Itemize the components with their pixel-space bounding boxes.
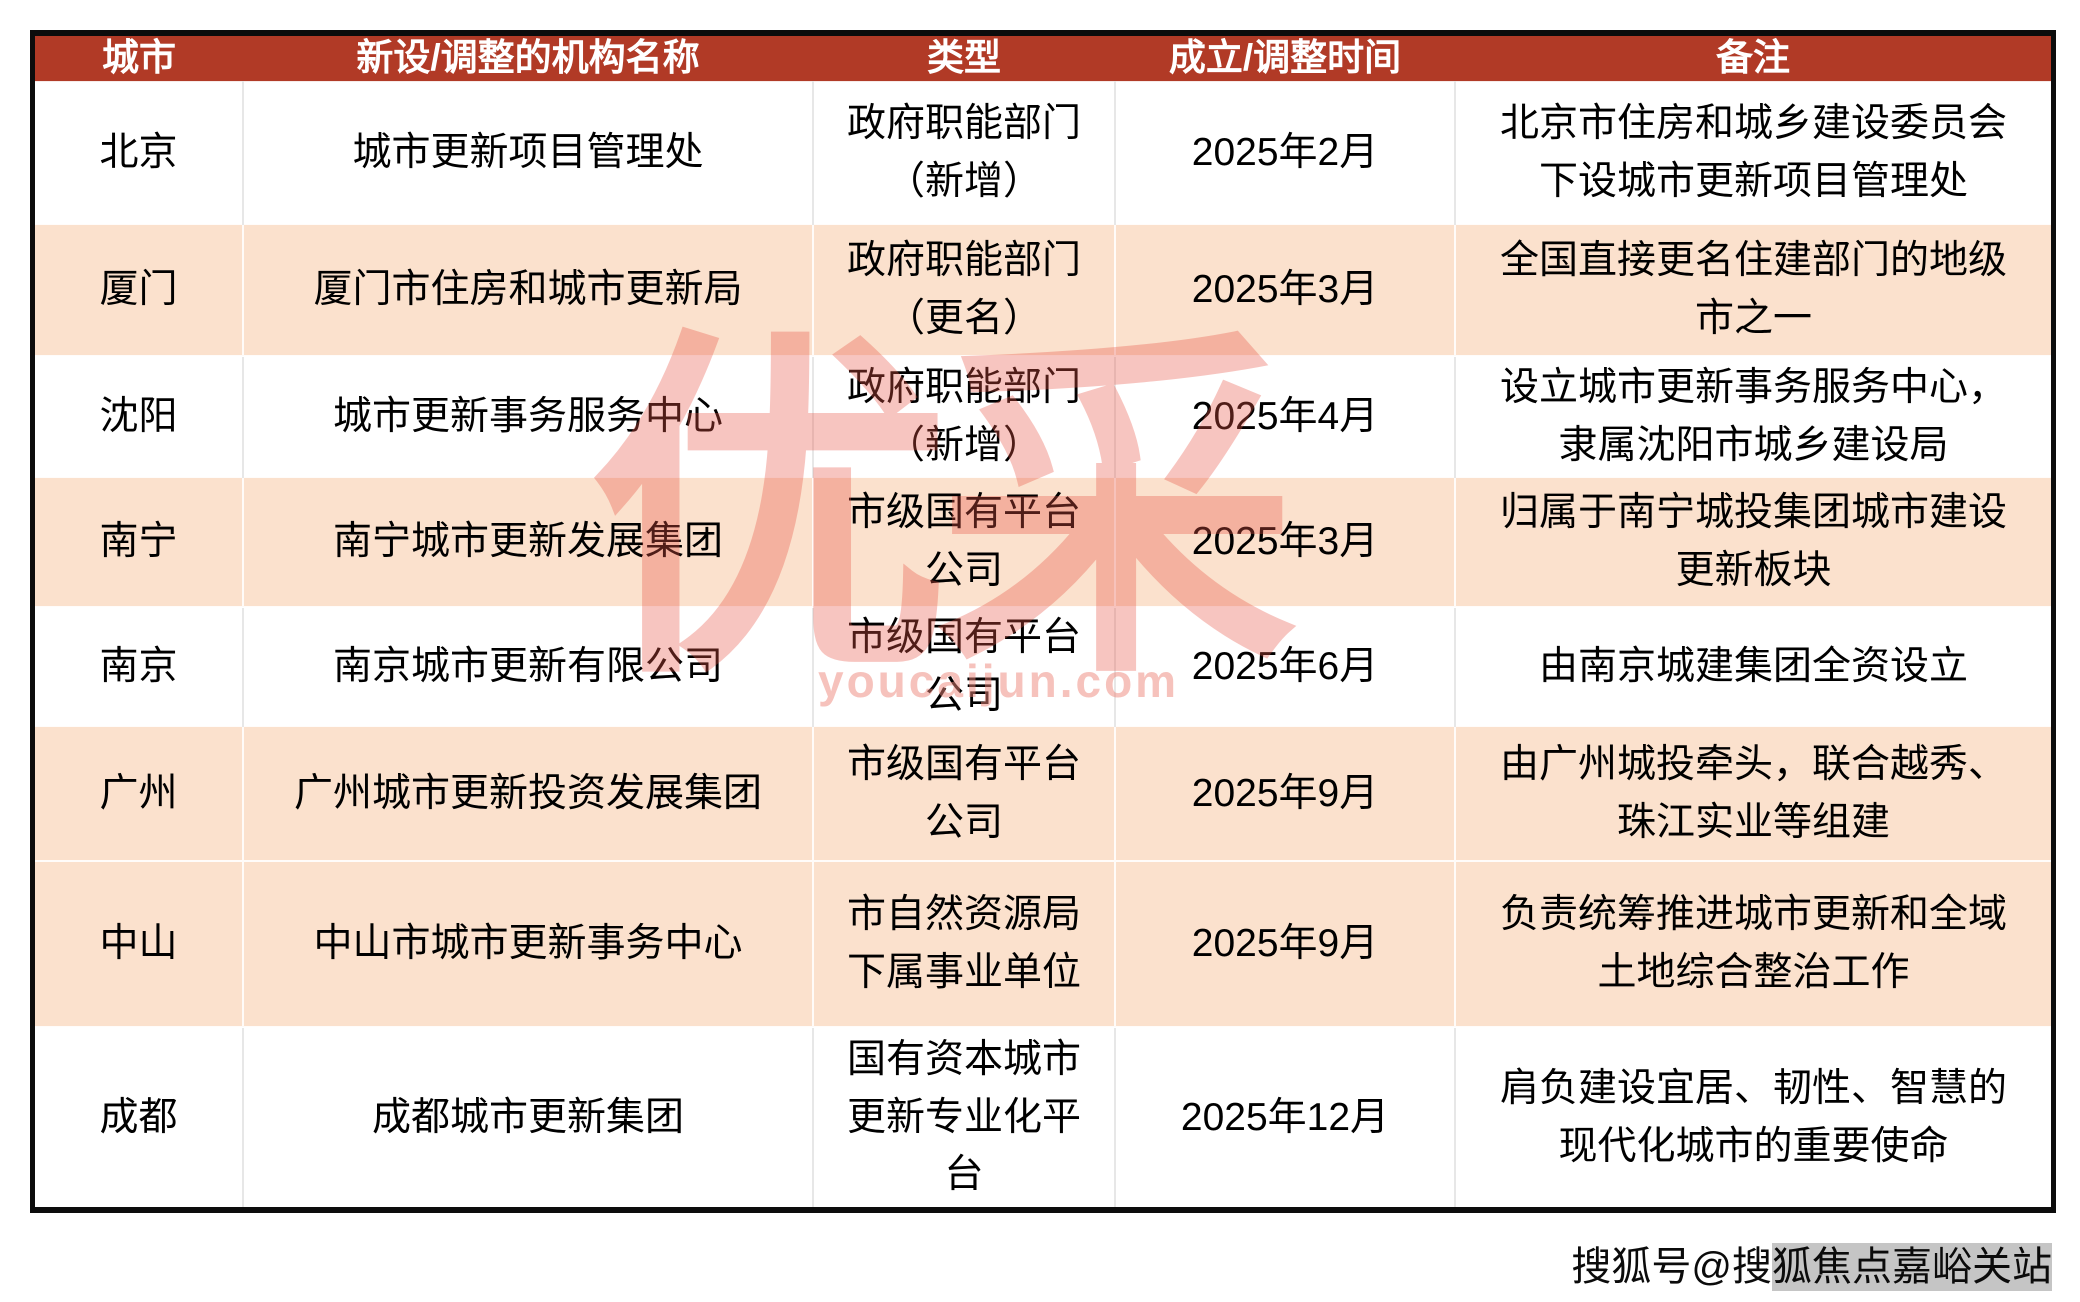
table-row-zhongshan: 中山 中山市城市更新事务中心 市自然资源局 下属事业单位 2025年9月 负责统… [35, 860, 2051, 1027]
sohu-credit-line: 搜狐号@搜狐焦点嘉峪关站 [1571, 1234, 2052, 1292]
cell-note: 负责统筹推进城市更新和全域 土地综合整治工作 [1455, 860, 2051, 1027]
header-row: 城市 新设/调整的机构名称 类型 成立/调整时间 备注 [35, 36, 2051, 82]
cell-type: 国有资本城市 更新专业化平 台 [813, 1026, 1116, 1207]
cell-type: 政府职能部门 （新增） [813, 81, 1116, 224]
col-header-note: 备注 [1455, 36, 2051, 82]
cell-note: 由南京城建集团全资设立 [1455, 606, 2051, 726]
cell-time: 2025年3月 [1115, 223, 1456, 356]
sohu-credit-prefix: 搜狐号@搜 [1571, 1245, 1772, 1289]
cell-note: 由广州城投牵头，联合越秀、 珠江实业等组建 [1455, 725, 2051, 861]
cell-note: 肩负建设宜居、韧性、智慧的 现代化城市的重要使命 [1455, 1026, 2051, 1207]
table-row-beijing: 北京 城市更新项目管理处 政府职能部门 （新增） 2025年2月 北京市住房和城… [35, 81, 2051, 224]
cell-city: 中山 [35, 860, 244, 1027]
cell-city: 成都 [35, 1026, 244, 1207]
cell-org: 南宁城市更新发展集团 [243, 476, 814, 607]
col-header-time: 成立/调整时间 [1115, 36, 1455, 82]
cell-time: 2025年12月 [1115, 1026, 1456, 1207]
cell-time: 2025年2月 [1115, 81, 1456, 224]
cell-type: 市自然资源局 下属事业单位 [813, 860, 1116, 1027]
cell-city: 广州 [35, 725, 244, 861]
cell-type: 政府职能部门 （新增） [813, 355, 1116, 477]
cell-time: 2025年9月 [1115, 725, 1456, 861]
cell-city: 北京 [35, 81, 244, 224]
cell-city: 南京 [35, 606, 244, 726]
table-row-guangzhou: 广州 广州城市更新投资发展集团 市级国有平台 公司 2025年9月 由广州城投牵… [35, 725, 2051, 861]
sohu-credit-highlight: 狐焦点嘉峪关站 [1772, 1243, 2052, 1291]
cell-note: 设立城市更新事务服务中心， 隶属沈阳市城乡建设局 [1455, 355, 2051, 477]
cell-type: 市级国有平台 公司 [813, 606, 1116, 726]
cell-city: 南宁 [35, 476, 244, 607]
table-row-xiamen: 厦门 厦门市住房和城市更新局 政府职能部门 （更名） 2025年3月 全国直接更… [35, 223, 2051, 356]
data-table: 城市 新设/调整的机构名称 类型 成立/调整时间 备注 北京 城市更新项目管理处… [35, 36, 2051, 1207]
cell-org: 城市更新项目管理处 [243, 81, 814, 224]
cell-org: 南京城市更新有限公司 [243, 606, 814, 726]
cell-org: 厦门市住房和城市更新局 [243, 223, 814, 356]
cell-org: 城市更新事务服务中心 [243, 355, 814, 477]
cell-note: 全国直接更名住建部门的地级 市之一 [1455, 223, 2051, 356]
table-row-nanning: 南宁 南宁城市更新发展集团 市级国有平台 公司 2025年3月 归属于南宁城投集… [35, 476, 2051, 607]
cell-city: 厦门 [35, 223, 244, 356]
cell-note: 归属于南宁城投集团城市建设 更新板块 [1455, 476, 2051, 607]
cell-type: 政府职能部门 （更名） [813, 223, 1116, 356]
table-row-nanjing: 南京 南京城市更新有限公司 市级国有平台 公司 2025年6月 由南京城建集团全… [35, 606, 2051, 726]
cell-type: 市级国有平台 公司 [813, 476, 1116, 607]
city-renewal-org-table: 城市 新设/调整的机构名称 类型 成立/调整时间 备注 北京 城市更新项目管理处… [30, 30, 2056, 1213]
cell-time: 2025年9月 [1115, 860, 1456, 1027]
cell-org: 广州城市更新投资发展集团 [243, 725, 814, 861]
cell-type: 市级国有平台 公司 [813, 725, 1116, 861]
col-header-org: 新设/调整的机构名称 [243, 36, 813, 82]
cell-time: 2025年3月 [1115, 476, 1456, 607]
cell-note: 北京市住房和城乡建设委员会 下设城市更新项目管理处 [1455, 81, 2051, 224]
table-row-chengdu: 成都 成都城市更新集团 国有资本城市 更新专业化平 台 2025年12月 肩负建… [35, 1026, 2051, 1207]
cell-org: 成都城市更新集团 [243, 1026, 814, 1207]
cell-org: 中山市城市更新事务中心 [243, 860, 814, 1027]
cell-city: 沈阳 [35, 355, 244, 477]
col-header-city: 城市 [35, 36, 243, 82]
col-header-type: 类型 [813, 36, 1115, 82]
cell-time: 2025年4月 [1115, 355, 1456, 477]
table-row-shenyang: 沈阳 城市更新事务服务中心 政府职能部门 （新增） 2025年4月 设立城市更新… [35, 355, 2051, 477]
cell-time: 2025年6月 [1115, 606, 1456, 726]
